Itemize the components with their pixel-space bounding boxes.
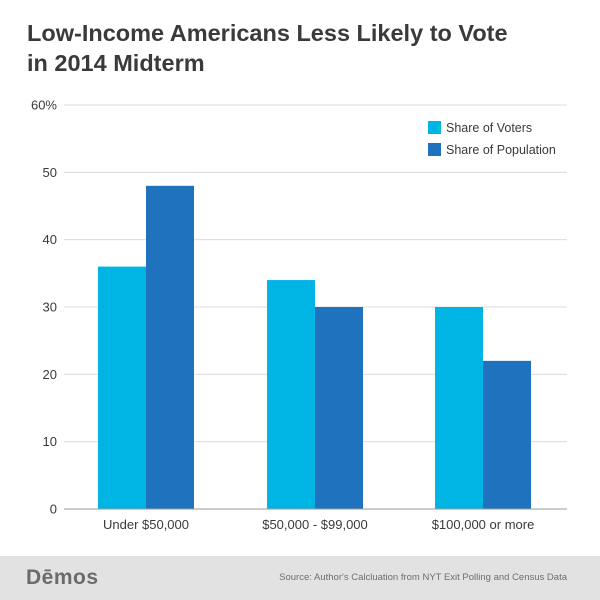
x-tick-label: $100,000 or more [432, 517, 535, 532]
y-tick-label: 50 [43, 165, 57, 180]
source-note: Source: Author's Calcluation from NYT Ex… [279, 572, 567, 583]
chart-title: Low-Income Americans Less Likely to Vote… [27, 18, 567, 78]
bar-population [315, 307, 363, 509]
legend-label: Share of Population [446, 143, 556, 157]
bar-voters [435, 307, 483, 509]
legend-label: Share of Voters [446, 121, 532, 135]
legend-swatch [428, 143, 441, 156]
legend-swatch [428, 121, 441, 134]
chart-title-line-1: Low-Income Americans Less Likely to Vote [27, 20, 508, 46]
x-tick-label: $50,000 - $99,000 [262, 517, 368, 532]
bar-population [483, 360, 531, 509]
y-tick-label: 30 [43, 300, 57, 315]
bar-voters [267, 280, 315, 509]
y-tick-label: 40 [43, 232, 57, 247]
y-tick-label: 0 [50, 502, 57, 517]
x-tick-label: Under $50,000 [103, 517, 189, 532]
chart-title-line-2: in 2014 Midterm [27, 50, 205, 76]
brand-logo: Dēmos [26, 566, 99, 589]
footer: Dēmos Source: Author's Calcluation from … [0, 556, 600, 600]
bar-population [146, 185, 194, 510]
y-tick-label: 60% [31, 98, 57, 113]
y-tick-label: 20 [43, 367, 57, 382]
bar-chart: 0 10 20 30 40 50 60% Under $50,000 $50,000 - $99… [31, 98, 567, 532]
y-tick-label: 10 [43, 434, 57, 449]
bar-voters [98, 266, 146, 509]
